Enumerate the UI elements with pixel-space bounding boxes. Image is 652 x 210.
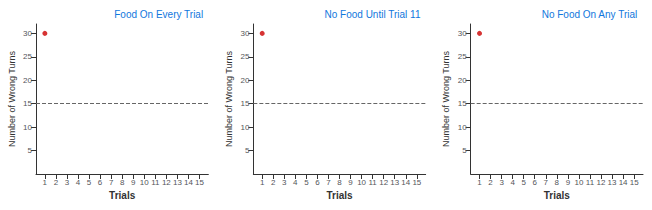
svg-text:14: 14 [401, 178, 410, 187]
svg-text:Food On Every Trial: Food On Every Trial [114, 9, 203, 20]
svg-text:5: 5 [521, 178, 526, 187]
svg-text:Trials: Trials [109, 190, 136, 201]
svg-text:8: 8 [120, 178, 125, 187]
svg-text:15: 15 [630, 178, 639, 187]
svg-text:13: 13 [390, 178, 399, 187]
svg-text:9: 9 [348, 178, 353, 187]
svg-text:4: 4 [76, 178, 81, 187]
svg-text:25: 25 [23, 52, 32, 61]
svg-text:5: 5 [304, 178, 309, 187]
svg-text:6: 6 [315, 178, 320, 187]
svg-text:15: 15 [458, 99, 467, 108]
svg-text:8: 8 [337, 178, 342, 187]
svg-text:Trials: Trials [544, 190, 571, 201]
svg-text:2: 2 [54, 178, 59, 187]
svg-text:12: 12 [379, 178, 388, 187]
svg-text:30: 30 [23, 29, 32, 38]
svg-text:10: 10 [240, 123, 249, 132]
svg-text:3: 3 [65, 178, 70, 187]
svg-text:1: 1 [477, 178, 482, 187]
svg-text:10: 10 [458, 123, 467, 132]
svg-text:13: 13 [608, 178, 617, 187]
svg-text:20: 20 [240, 76, 249, 85]
svg-text:1: 1 [260, 178, 265, 187]
svg-text:20: 20 [458, 76, 467, 85]
svg-text:4: 4 [293, 178, 298, 187]
svg-text:11: 11 [368, 178, 377, 187]
svg-text:10: 10 [23, 123, 32, 132]
svg-text:3: 3 [282, 178, 287, 187]
svg-text:5: 5 [87, 178, 92, 187]
svg-text:Trials: Trials [326, 190, 353, 201]
svg-text:5: 5 [245, 146, 250, 155]
svg-text:1: 1 [43, 178, 48, 187]
svg-text:15: 15 [23, 99, 32, 108]
svg-text:12: 12 [162, 178, 171, 187]
svg-text:8: 8 [555, 178, 560, 187]
svg-text:12: 12 [597, 178, 606, 187]
svg-text:2: 2 [271, 178, 276, 187]
svg-text:11: 11 [151, 178, 160, 187]
svg-text:15: 15 [195, 178, 204, 187]
svg-text:3: 3 [499, 178, 504, 187]
svg-text:2: 2 [488, 178, 493, 187]
svg-text:11: 11 [586, 178, 595, 187]
svg-text:9: 9 [131, 178, 136, 187]
svg-text:25: 25 [240, 52, 249, 61]
svg-text:15: 15 [240, 99, 249, 108]
svg-text:6: 6 [533, 178, 538, 187]
svg-text:5: 5 [462, 146, 467, 155]
svg-text:10: 10 [574, 178, 583, 187]
svg-text:13: 13 [173, 178, 182, 187]
svg-text:6: 6 [98, 178, 103, 187]
svg-text:25: 25 [458, 52, 467, 61]
svg-text:10: 10 [140, 178, 149, 187]
svg-text:7: 7 [326, 178, 331, 187]
svg-text:7: 7 [109, 178, 114, 187]
svg-text:Number of Wrong Turns: Number of Wrong Turns [224, 51, 234, 147]
svg-text:No Food On Any Trial: No Food On Any Trial [542, 9, 638, 20]
svg-text:9: 9 [566, 178, 571, 187]
svg-text:4: 4 [510, 178, 515, 187]
svg-text:15: 15 [412, 178, 421, 187]
svg-text:30: 30 [240, 29, 249, 38]
svg-text:10: 10 [357, 178, 366, 187]
svg-text:14: 14 [184, 178, 193, 187]
svg-text:14: 14 [619, 178, 628, 187]
svg-text:5: 5 [28, 146, 33, 155]
svg-text:No Food Until Trial 11: No Food Until Trial 11 [325, 9, 421, 20]
svg-text:Number of Wrong Turns: Number of Wrong Turns [441, 51, 451, 147]
svg-text:30: 30 [458, 29, 467, 38]
svg-text:20: 20 [23, 76, 32, 85]
svg-text:7: 7 [544, 178, 549, 187]
svg-text:Number of Wrong Turns: Number of Wrong Turns [7, 51, 17, 147]
